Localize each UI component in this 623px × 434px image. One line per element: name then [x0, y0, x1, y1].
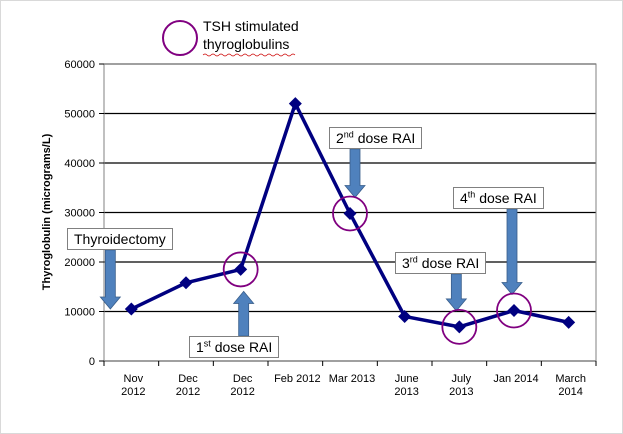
annotation-dose-2-rest: dose RAI: [353, 130, 416, 146]
annotation-dose-3-sup: rd: [409, 254, 418, 265]
highlight-circle: [441, 308, 478, 345]
annotation-dose-4-sup: th: [467, 189, 476, 200]
y-tick-label: 30000: [64, 208, 95, 220]
annotation-dose-3-num: 3: [402, 255, 410, 271]
legend-highlight-marker: [162, 20, 198, 56]
y-axis-ticks: 0 10000 20000 30000 40000 50000 60000: [64, 59, 104, 368]
y-tick-label: 20000: [64, 257, 95, 269]
data-point: [343, 206, 357, 220]
data-point: [124, 302, 138, 316]
annotation-dose-1-num: 1: [196, 339, 204, 355]
legend-label-line2: thyroglobulins: [203, 36, 289, 52]
highlight-circle: [332, 195, 368, 232]
highlight-circle: [222, 251, 259, 288]
data-point: [288, 97, 302, 111]
data-point: [234, 262, 248, 276]
x-tick-label: July: [452, 373, 472, 385]
x-tick-label: 2012: [176, 386, 200, 398]
annotation-thyroidectomy-text: Thyroidectomy: [74, 231, 166, 247]
annotation-dose-1-sup: st: [203, 338, 211, 349]
data-point: [179, 276, 193, 290]
x-tick-label: Mar 2013: [329, 373, 375, 385]
y-axis-label: Thyroglobulin (micrograms/L): [41, 133, 53, 290]
data-point: [507, 304, 521, 318]
x-tick-label: Nov: [124, 373, 144, 385]
arrow-dose-3: [445, 273, 468, 312]
legend-label-line1: TSH stimulated: [203, 18, 299, 34]
annotation-dose-2-num: 2: [336, 130, 344, 146]
x-tick-label: 2012: [121, 386, 145, 398]
highlight-circle: [496, 292, 532, 329]
annotation-arrows: [99, 148, 523, 337]
arrow-dose-4: [501, 208, 523, 296]
annotation-dose-2-sup: nd: [343, 129, 354, 140]
annotation-dose-3-rest: dose RAI: [417, 255, 480, 271]
x-tick-label: June: [395, 373, 419, 385]
annotation-dose-4: 4th dose RAI: [453, 187, 544, 209]
annotation-thyroidectomy: Thyroidectomy: [67, 228, 173, 250]
annotation-dose-1-rest: dose RAI: [210, 339, 273, 355]
annotation-dose-1: 1st dose RAI: [189, 336, 280, 358]
y-tick-label: 60000: [64, 59, 95, 71]
x-tick-label: 2014: [558, 386, 582, 398]
x-tick-label: Jan 2014: [493, 373, 538, 385]
x-tick-label: 2013: [449, 386, 473, 398]
x-tick-label: March: [555, 373, 586, 385]
highlight-circles: [222, 195, 532, 345]
y-tick-label: 0: [89, 356, 95, 368]
x-tick-label: Feb 2012: [274, 373, 320, 385]
arrow-dose-2: [344, 148, 366, 199]
data-point: [562, 315, 576, 329]
x-tick-label: 2012: [230, 386, 254, 398]
arrow-thyroidectomy: [99, 249, 122, 310]
legend-underline: [202, 53, 296, 57]
annotation-dose-4-num: 4: [460, 190, 468, 206]
annotation-dose-2: 2nd dose RAI: [329, 127, 423, 149]
arrow-dose-1: [232, 290, 255, 337]
y-tick-label: 50000: [64, 109, 95, 121]
annotation-dose-3: 3rd dose RAI: [395, 252, 487, 274]
data-point: [452, 320, 466, 334]
data-series: [124, 97, 576, 334]
legend: TSH stimulated thyroglobulins: [162, 18, 299, 57]
x-tick-label: Dec: [233, 373, 253, 385]
annotation-dose-4-rest: dose RAI: [475, 190, 537, 206]
y-tick-label: 40000: [64, 158, 95, 170]
y-tick-label: 10000: [64, 307, 95, 319]
data-point: [398, 309, 412, 323]
x-tick-label: Dec: [178, 373, 198, 385]
x-tick-label: 2013: [394, 386, 418, 398]
